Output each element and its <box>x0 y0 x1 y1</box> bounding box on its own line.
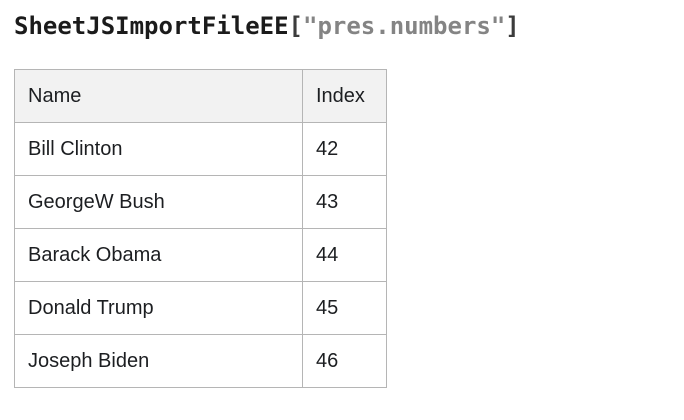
table-row: Bill Clinton 42 <box>14 122 387 176</box>
column-header-name: Name <box>14 69 303 123</box>
cell-index: 43 <box>302 175 387 229</box>
page: SheetJSImportFileEE["pres.numbers"] Name… <box>14 10 684 388</box>
cell-index: 45 <box>302 281 387 335</box>
cell-index: 46 <box>302 334 387 388</box>
cell-index: 42 <box>302 122 387 176</box>
cell-name: Barack Obama <box>14 228 303 282</box>
cell-name: Bill Clinton <box>14 122 303 176</box>
presidents-table: Name Index Bill Clinton 42 GeorgeW Bush … <box>14 69 387 388</box>
table-row: Joseph Biden 46 <box>14 334 387 388</box>
cell-name: GeorgeW Bush <box>14 175 303 229</box>
table-row: Donald Trump 45 <box>14 281 387 335</box>
title-bracket-open: [ <box>288 12 303 40</box>
title-string-literal: "pres.numbers" <box>303 12 506 40</box>
page-title: SheetJSImportFileEE["pres.numbers"] <box>14 10 684 42</box>
cell-name: Joseph Biden <box>14 334 303 388</box>
cell-index: 44 <box>302 228 387 282</box>
title-bracket-close: ] <box>505 12 520 40</box>
cell-name: Donald Trump <box>14 281 303 335</box>
column-header-index: Index <box>302 69 387 123</box>
table-row: GeorgeW Bush 43 <box>14 175 387 229</box>
title-variable-name: SheetJSImportFileEE <box>14 12 289 40</box>
table-header-row: Name Index <box>14 69 387 123</box>
table-row: Barack Obama 44 <box>14 228 387 282</box>
